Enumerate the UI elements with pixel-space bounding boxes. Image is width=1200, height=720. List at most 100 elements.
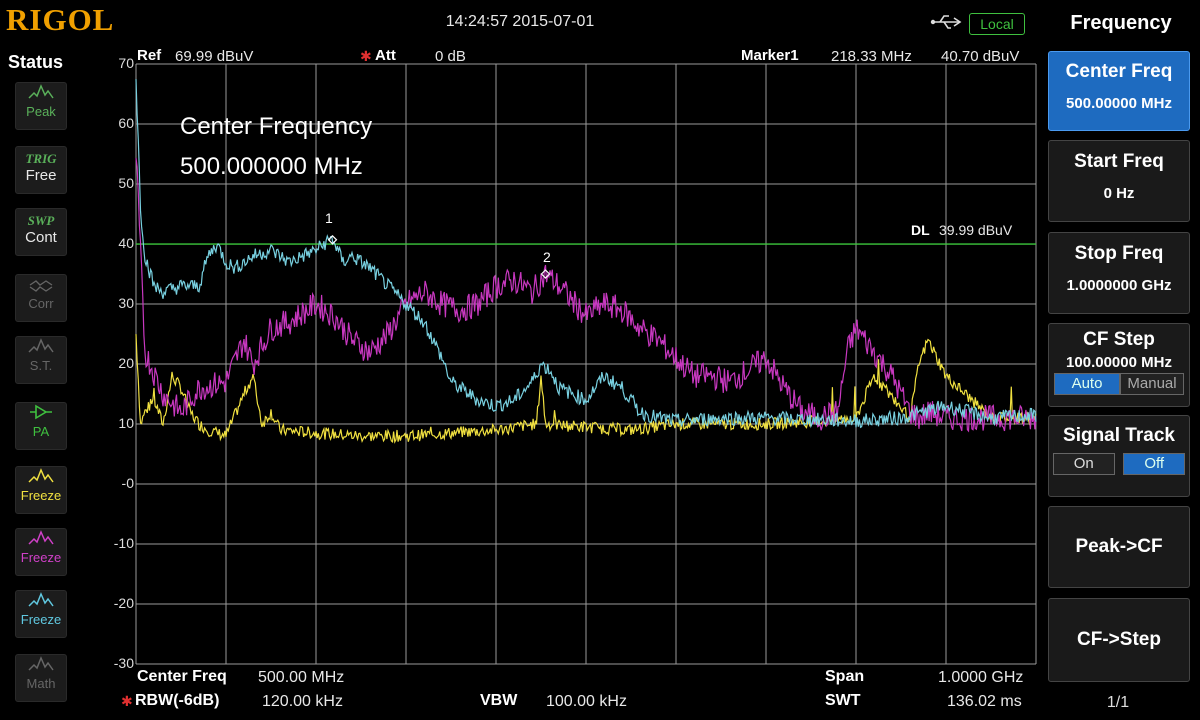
math-icon: [16, 655, 66, 677]
cf-step-button[interactable]: CF Step 100.00000 MHz Auto Manual: [1048, 323, 1190, 407]
rbw-star-icon: ✱: [121, 693, 133, 709]
y-tick-label: -0: [121, 475, 134, 491]
ref-value: 69.99 dBuV: [175, 48, 254, 65]
source-tracking-status-button[interactable]: S.T.: [15, 336, 67, 384]
trig-label: Free: [25, 167, 57, 184]
trace-yellow-icon: [16, 467, 66, 489]
y-tick-label: -30: [113, 655, 134, 671]
display-line-label: DL: [911, 222, 930, 238]
center-freq-button-label: Center Freq: [1065, 61, 1173, 82]
span-label: Span: [825, 668, 865, 685]
trace1-label: Freeze: [20, 488, 62, 503]
signal-track-off-toggle[interactable]: Off: [1123, 453, 1186, 475]
span-value: 1.0000 GHz: [938, 669, 1024, 686]
preamp-status-button[interactable]: PA: [15, 402, 67, 450]
center-freq-value: 500.00 MHz: [258, 669, 345, 686]
y-tick-label: 20: [118, 355, 134, 371]
corr-icon: [16, 275, 66, 297]
menu-page-indicator: 1/1: [1106, 694, 1130, 711]
trace2-label: Freeze: [20, 550, 62, 565]
center-freq-button[interactable]: Center Freq 500.00000 MHz: [1048, 51, 1190, 131]
trace-magenta-icon: [16, 529, 66, 551]
y-tick-label: 70: [118, 55, 134, 71]
swp-title: SWP: [27, 213, 55, 228]
y-tick-label: -20: [113, 595, 134, 611]
cf-step-value: 100.00000 MHz: [1066, 354, 1172, 371]
trace-line: [135, 79, 1037, 429]
trace-cyan-icon: [16, 591, 66, 613]
display-line-value: 39.99 dBuV: [939, 222, 1013, 238]
peak-to-cf-label: Peak->CF: [1075, 536, 1163, 557]
trigger-status-button[interactable]: TRIG Free: [15, 146, 67, 194]
att-value: 0 dB: [435, 48, 466, 65]
swt-value: 136.02 ms: [947, 693, 1022, 710]
center-freq-button-value: 500.00000 MHz: [1066, 95, 1172, 112]
vbw-label: VBW: [480, 692, 518, 709]
math-label: Math: [26, 676, 56, 691]
peak-status-button[interactable]: Peak: [15, 82, 67, 130]
math-status-button[interactable]: Math: [15, 654, 67, 702]
stop-freq-button[interactable]: Stop Freq 1.0000000 GHz: [1048, 232, 1190, 314]
peak-label: Peak: [26, 104, 56, 119]
marker-label: Marker1: [741, 47, 799, 64]
status-title: Status: [8, 52, 64, 72]
corr-label: Corr: [28, 296, 54, 311]
cf-step-label: CF Step: [1083, 329, 1155, 350]
stop-freq-value: 1.0000000 GHz: [1066, 277, 1172, 294]
att-label: Att: [375, 47, 396, 64]
vbw-value: 100.00 kHz: [546, 693, 627, 710]
marker-1-label: 1: [325, 210, 333, 226]
cf-to-step-button[interactable]: CF->Step: [1048, 598, 1190, 682]
y-tick-label: 60: [118, 115, 134, 131]
peak-to-cf-button[interactable]: Peak->CF: [1048, 506, 1190, 588]
local-remote-badge: Local: [969, 13, 1025, 35]
cf-step-manual-toggle[interactable]: Manual: [1120, 373, 1184, 395]
marker-diamond: [540, 269, 551, 279]
trace-line: [135, 157, 1037, 433]
y-tick-label: 50: [118, 175, 134, 191]
cf-step-auto-toggle[interactable]: Auto: [1054, 373, 1120, 395]
rbw-value: 120.00 kHz: [262, 693, 343, 710]
signal-track-on-toggle[interactable]: On: [1052, 453, 1115, 475]
annotation-title: Center Frequency: [180, 113, 373, 140]
swt-label: SWT: [825, 692, 861, 709]
stop-freq-label: Stop Freq: [1074, 243, 1164, 264]
source-tracking-icon: [16, 337, 66, 359]
signal-track-label: Signal Track: [1063, 425, 1175, 446]
y-tick-label: 10: [118, 415, 134, 431]
sweep-status-button[interactable]: SWP Cont: [15, 208, 67, 256]
y-tick-label: -10: [113, 535, 134, 551]
pa-label: PA: [32, 424, 50, 439]
usb-icon: [930, 12, 964, 37]
swp-label: Cont: [25, 229, 57, 246]
markers: [327, 234, 551, 279]
start-freq-value: 0 Hz: [1103, 185, 1135, 202]
trace2-freeze-button[interactable]: Freeze: [15, 528, 67, 576]
marker-level: 40.70 dBuV: [941, 48, 1020, 65]
ref-label: Ref: [137, 47, 162, 64]
center-freq-label: Center Freq: [137, 668, 227, 685]
menu-title: Frequency: [1070, 12, 1172, 34]
att-star-icon: ✱: [360, 48, 372, 64]
signal-track-button[interactable]: Signal Track On Off: [1048, 415, 1190, 497]
y-tick-label: 30: [118, 295, 134, 311]
spectrum-plot[interactable]: [0, 0, 1042, 720]
trace1-freeze-button[interactable]: Freeze: [15, 466, 67, 514]
cf-to-step-label: CF->Step: [1077, 629, 1161, 650]
trace3-freeze-button[interactable]: Freeze: [15, 590, 67, 638]
annotation-value: 500.000000 MHz: [180, 153, 363, 180]
rigol-logo: RIGOL: [6, 2, 115, 37]
preamp-icon: [16, 403, 66, 425]
rbw-label: RBW(-6dB): [135, 692, 220, 709]
trace3-label: Freeze: [20, 612, 62, 627]
start-freq-button[interactable]: Start Freq 0 Hz: [1048, 140, 1190, 222]
start-freq-label: Start Freq: [1074, 151, 1164, 172]
trace-line: [135, 334, 1037, 444]
marker-frequency: 218.33 MHz: [831, 48, 912, 65]
peak-icon: [16, 83, 66, 105]
marker-2-label: 2: [543, 249, 551, 265]
trig-title: TRIG: [25, 151, 57, 166]
traces: [135, 79, 1037, 444]
datetime: 14:24:57 2015-07-01: [445, 13, 595, 30]
corr-status-button[interactable]: Corr: [15, 274, 67, 322]
